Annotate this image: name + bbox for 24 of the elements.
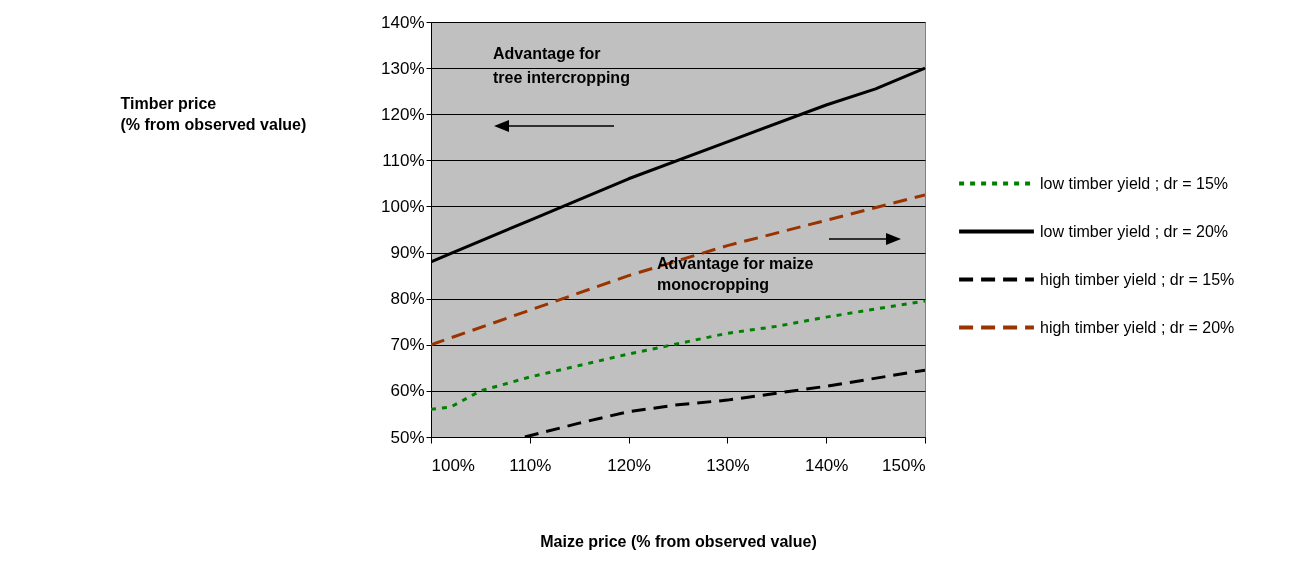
x-axis-title: Maize price (% from observed value) <box>540 532 817 550</box>
y-tick-label: 90% <box>390 243 425 263</box>
x-tick-label: 150% <box>882 455 926 475</box>
x-tick-label: 100% <box>431 455 475 475</box>
y-tick-label: 60% <box>390 381 425 401</box>
x-tick-label: 110% <box>509 455 552 475</box>
y-tick-label: 80% <box>390 289 425 309</box>
y-tick-label: 140% <box>381 12 425 32</box>
y-tick-label: 130% <box>381 58 425 78</box>
y-tick-label: 120% <box>381 104 425 124</box>
legend-label: low timber yield ; dr = 20% <box>1040 222 1229 240</box>
legend-label: low timber yield ; dr = 15% <box>1040 174 1229 192</box>
annotation: Advantage for maize monocropping <box>657 255 814 293</box>
y-tick-label: 100% <box>381 196 425 216</box>
legend-label: high timber yield ; dr = 15% <box>1040 270 1235 288</box>
y-tick-label: 50% <box>390 427 425 447</box>
y-tick-label: 70% <box>390 335 425 355</box>
legend-label: high timber yield ; dr = 20% <box>1040 318 1235 336</box>
x-tick-label: 120% <box>607 455 651 475</box>
annotation: Advantage for tree intercropping <box>493 45 630 86</box>
y-tick-label: 110% <box>382 150 425 170</box>
y-axis-title: Timber price (% from observed value) <box>120 94 307 133</box>
x-tick-label: 130% <box>706 455 750 475</box>
x-tick-label: 140% <box>804 455 849 475</box>
